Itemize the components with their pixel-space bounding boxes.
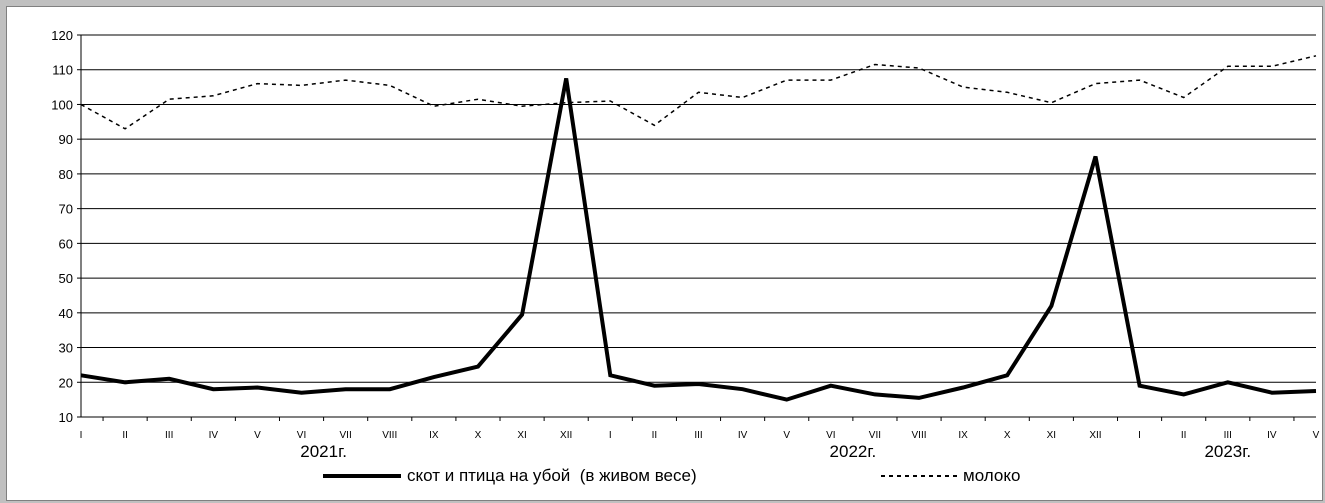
legend-label: скот и птица на убой (в живом весе): [407, 466, 697, 485]
x-tick-label: I: [80, 430, 83, 441]
y-tick-label: 40: [59, 306, 73, 321]
x-tick-label: III: [165, 430, 173, 441]
y-tick-label: 60: [59, 236, 73, 251]
x-tick-label: XI: [1047, 430, 1056, 441]
year-label: 2022г.: [830, 442, 877, 461]
x-tick-label: IV: [209, 430, 219, 441]
y-tick-label: 80: [59, 167, 73, 182]
x-tick-label: IV: [1267, 430, 1277, 441]
x-tick-label: II: [652, 430, 658, 441]
x-tick-label: II: [1181, 430, 1187, 441]
x-tick-label: VIII: [382, 430, 397, 441]
y-tick-label: 20: [59, 375, 73, 390]
x-tick-label: VII: [340, 430, 352, 441]
legend: скот и птица на убой (в живом весе) молок…: [323, 466, 1020, 485]
y-tick-label: 100: [51, 97, 73, 112]
x-tick-label: V: [254, 430, 261, 441]
year-label: 2021г.: [300, 442, 347, 461]
x-tick-label: VI: [826, 430, 835, 441]
y-tick-label: 110: [52, 63, 73, 78]
gridlines: [81, 34, 1316, 418]
x-tick-label: V: [1313, 430, 1320, 441]
y-tick-label: 70: [59, 202, 73, 217]
series-lines: [80, 55, 1317, 402]
x-tick-label: VIII: [912, 430, 927, 441]
x-tick-label: IX: [429, 430, 439, 441]
y-tick-label: 30: [59, 341, 73, 356]
x-tick-label: I: [609, 430, 612, 441]
x-tick-label: XII: [560, 430, 572, 441]
year-label: 2023г.: [1204, 442, 1251, 461]
x-tick-label: II: [122, 430, 128, 441]
x-tick-label: VI: [297, 430, 306, 441]
series-line-0: [80, 78, 1317, 402]
chart-frame: 10 20 30 40 50 60 70 80 90 100 110 120 I II III IV V VI VI…: [6, 6, 1323, 501]
x-tick-label: X: [1004, 430, 1011, 441]
x-tick-label: VII: [869, 430, 881, 441]
y-tick-label: 90: [59, 132, 73, 147]
y-tick-label: 50: [59, 271, 73, 286]
x-tick-label: III: [1224, 430, 1232, 441]
x-tick-label: XI: [517, 430, 526, 441]
y-tick-label: 120: [51, 28, 73, 43]
x-tick-label: V: [783, 430, 790, 441]
x-tick-label: IX: [958, 430, 968, 441]
x-tick-label: IV: [738, 430, 748, 441]
x-tick-label: III: [694, 430, 702, 441]
series-line-1: [80, 55, 1317, 130]
legend-label: молоко: [963, 466, 1020, 485]
x-tick-label: XII: [1089, 430, 1101, 441]
y-tick-label: 10: [59, 410, 73, 425]
x-tick-label: X: [475, 430, 482, 441]
x-tick-label: I: [1138, 430, 1141, 441]
